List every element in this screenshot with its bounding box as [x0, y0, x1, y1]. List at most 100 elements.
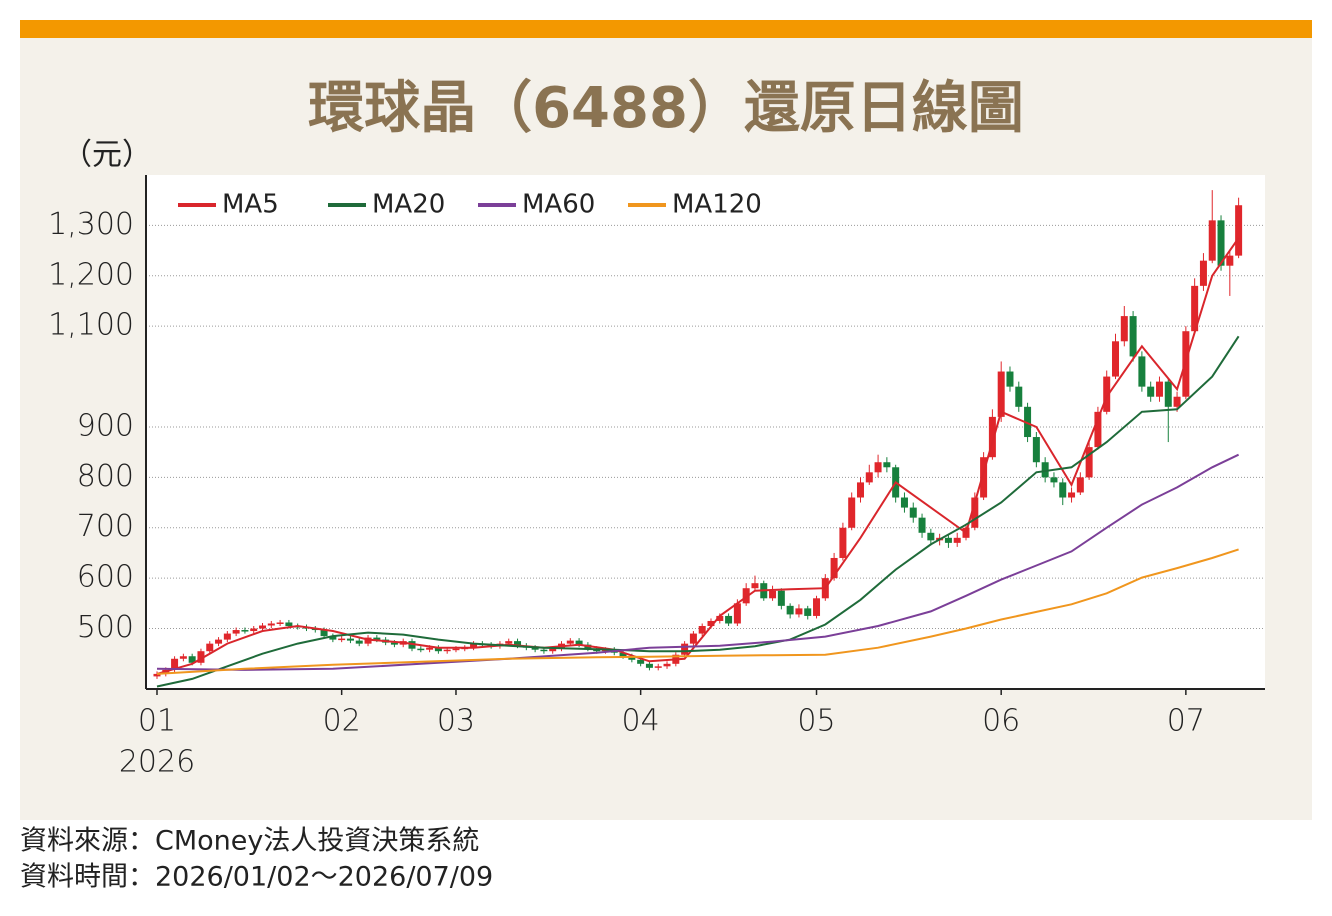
candle-body	[619, 652, 627, 657]
candle-body	[267, 623, 275, 626]
ma-line	[156, 335, 1240, 688]
candle-body	[971, 497, 979, 528]
candle-body	[900, 497, 908, 508]
candle-body	[188, 656, 196, 663]
candle-body	[918, 517, 926, 533]
candle-body	[1173, 396, 1181, 407]
candle-body	[417, 648, 425, 651]
candle-body	[1155, 381, 1163, 397]
candle-body	[171, 658, 179, 670]
candle-body	[716, 615, 724, 621]
candle-body	[1041, 462, 1049, 478]
candle-body	[320, 630, 328, 637]
candle-body	[944, 537, 952, 543]
x-tick-label: 03	[437, 704, 475, 739]
candle-body	[390, 642, 398, 645]
candle-body	[883, 462, 891, 468]
y-tick-label: 1,100	[48, 308, 134, 343]
y-tick-label: 1,300	[48, 207, 134, 242]
candle-body	[179, 656, 187, 659]
ma-line	[156, 548, 1239, 675]
candle-body	[628, 656, 636, 660]
candle-body	[1199, 260, 1207, 286]
source: 資料來源：CMoney法人投資決策系統	[20, 826, 479, 857]
candle-body	[1050, 477, 1058, 483]
candle-body	[232, 630, 240, 634]
candle-body	[1076, 477, 1084, 493]
candle-body	[452, 648, 460, 651]
candle-body	[285, 622, 293, 627]
candle-body	[769, 590, 777, 599]
top-bar	[20, 20, 1312, 38]
candle-body	[364, 637, 372, 644]
candle-body	[1085, 447, 1093, 478]
y-tick-label: 1,200	[48, 257, 134, 292]
candle-body	[874, 462, 882, 473]
candle-body	[408, 641, 416, 649]
candle-body	[856, 482, 864, 498]
candle-body	[707, 620, 715, 627]
candle-body	[250, 628, 258, 632]
candle-body	[540, 649, 548, 652]
candle-body	[1006, 371, 1014, 387]
candle-body	[689, 633, 697, 644]
ma-line	[156, 453, 1240, 671]
candle-body	[1217, 220, 1225, 266]
candle-body	[1112, 341, 1120, 377]
candle-body	[259, 625, 267, 629]
legend-label: MA120	[672, 190, 762, 220]
candle-body	[470, 643, 478, 648]
candle-body	[1032, 437, 1040, 463]
candle-body	[637, 659, 645, 664]
candle-body	[742, 588, 750, 604]
candle-body	[241, 630, 249, 632]
candle-body	[153, 673, 161, 677]
candle-body	[1103, 376, 1111, 412]
candle-body	[1226, 255, 1234, 266]
candle-body	[426, 647, 434, 650]
candle-body	[1059, 482, 1067, 498]
ma-line	[156, 237, 1240, 675]
candle-body	[1235, 205, 1243, 256]
candle-body	[514, 641, 522, 646]
candle-body	[804, 608, 812, 616]
candle-body	[1015, 386, 1023, 407]
candle-body	[988, 416, 996, 458]
candle-body	[1094, 411, 1102, 448]
candle-body	[505, 641, 513, 644]
candle-body	[698, 626, 706, 634]
candle-body	[1191, 285, 1199, 332]
candle-body	[1068, 492, 1076, 498]
candle-body	[355, 640, 363, 644]
x-tick-label: 01	[138, 704, 176, 739]
candle-body	[953, 537, 961, 543]
candle-body	[725, 615, 733, 624]
candle-body	[1138, 356, 1146, 387]
candle-body	[786, 605, 794, 615]
candle-body	[927, 532, 935, 541]
candle-body	[223, 633, 231, 640]
candle-body	[206, 643, 214, 652]
x-tick-label: 07	[1167, 704, 1205, 739]
candle-body	[830, 557, 838, 579]
y-tick-label: 600	[77, 560, 134, 595]
candle-body	[645, 663, 653, 668]
candle-body	[215, 639, 223, 644]
candle-body	[346, 638, 354, 641]
candle-body	[681, 643, 689, 655]
candle-body	[839, 527, 847, 558]
candle-body	[733, 603, 741, 624]
x-tick-label: 04	[622, 704, 660, 739]
legend-label: MA60	[522, 190, 595, 220]
candle-body	[601, 649, 609, 652]
candle-body	[997, 371, 1005, 417]
candle-body	[865, 472, 873, 483]
candle-body	[654, 666, 662, 668]
candle-body	[1024, 406, 1032, 438]
candle-body	[338, 638, 346, 641]
candle-body	[566, 640, 574, 644]
candle-body	[751, 583, 759, 589]
candle-body	[1208, 220, 1216, 261]
